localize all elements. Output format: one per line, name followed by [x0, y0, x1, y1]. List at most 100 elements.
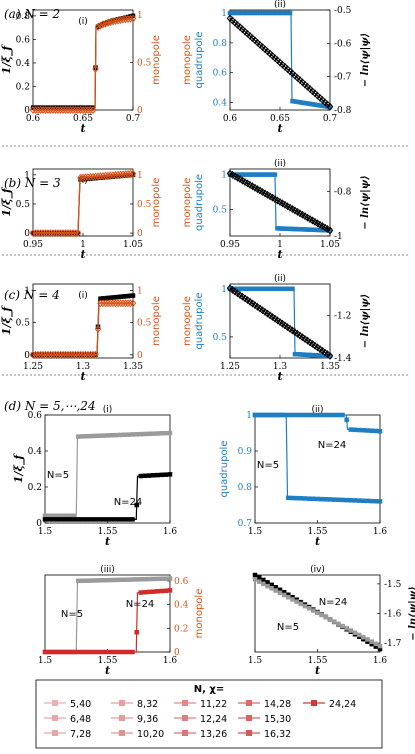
y-tick-label: 0.9: [238, 447, 253, 457]
data-point: [47, 350, 54, 359]
y-tick-label: 0.5: [213, 333, 228, 343]
data-point: [92, 433, 98, 439]
data-point: [134, 432, 139, 437]
data-point: [71, 517, 77, 522]
y-axis-label: quadrupole: [194, 292, 205, 349]
series-annotation: N=24: [318, 440, 347, 451]
data-point: [315, 610, 320, 616]
data-point: [331, 497, 337, 502]
data-point: [344, 417, 349, 423]
data-point: [107, 171, 114, 180]
x-axis-label: t: [105, 664, 110, 677]
y-tick-label: -1.6: [384, 610, 402, 620]
legend-entry-label: 12,24: [200, 714, 227, 725]
data-point: [94, 172, 102, 181]
data-point: [52, 106, 59, 114]
series: [226, 169, 334, 235]
data-point: [82, 350, 89, 359]
data-point: [92, 578, 98, 583]
data-point: [298, 496, 304, 501]
legend-title: N, χ=: [194, 684, 224, 695]
x-tick-label: 1.5: [248, 527, 263, 537]
data-point: [281, 592, 287, 598]
data-point: [96, 433, 102, 439]
y2-axis-label: monopole: [151, 296, 162, 346]
data-point: [256, 412, 262, 418]
sublabel: (ii): [274, 159, 286, 169]
data-point: [273, 588, 279, 593]
data-point: [155, 576, 160, 582]
data-point: [159, 588, 164, 594]
data-point: [229, 16, 236, 25]
data-point: [87, 172, 94, 181]
y-tick-label: 0.4: [213, 99, 228, 109]
data-point: [306, 412, 312, 418]
data-point: [290, 286, 295, 292]
data-point: [102, 299, 109, 308]
data-point: [373, 641, 379, 647]
chart-panel: 0.6 0.65 0.7 t 0.4 0.6 0.8 1 -0.5 -0.6 -0.7 -0.8 qua…: [182, 0, 371, 135]
data-point: [319, 612, 324, 618]
data-point: [77, 350, 84, 359]
series-annotation: N=5: [47, 470, 69, 481]
data-point: [142, 589, 148, 595]
y-tick-label: 1: [246, 411, 252, 421]
data-point: [88, 433, 94, 439]
data-point: [277, 412, 283, 418]
legend-marker: [182, 700, 188, 706]
data-point: [76, 517, 81, 522]
data-point: [319, 96, 326, 105]
y2-tick-label: 0: [137, 229, 143, 239]
data-point: [287, 10, 293, 16]
data-point: [163, 472, 169, 477]
data-point: [361, 498, 366, 504]
series: [226, 14, 334, 111]
data-point: [74, 106, 82, 114]
series-annotation: N=24: [126, 599, 155, 610]
y-tick-label: 0: [174, 648, 180, 658]
data-point: [52, 350, 59, 359]
data-point: [319, 412, 324, 418]
series-line: [229, 17, 331, 108]
data-point: [82, 106, 89, 114]
data-point: [289, 69, 296, 78]
data-point: [231, 18, 239, 27]
data-point: [269, 586, 274, 591]
x-axis-label: t: [105, 535, 110, 548]
y2-tick-label: 0.5: [137, 58, 152, 68]
data-point: [122, 15, 129, 24]
data-point: [326, 226, 334, 235]
data-point: [284, 65, 291, 74]
data-point: [101, 517, 106, 522]
data-point: [112, 299, 119, 308]
data-point: [306, 606, 312, 611]
data-point: [34, 229, 42, 238]
data-point: [286, 412, 291, 418]
y2-tick-label: 0: [137, 351, 143, 361]
data-point: [117, 649, 123, 655]
data-point: [42, 106, 49, 114]
sublabel: (i): [78, 17, 88, 27]
y2-tick-label: -0.8: [334, 187, 352, 197]
y2-tick-label: 0.5: [137, 200, 152, 210]
y-tick-label: 0: [24, 229, 30, 239]
data-point: [344, 497, 349, 503]
data-point: [138, 431, 144, 437]
data-point: [72, 350, 79, 359]
data-point: [127, 14, 134, 23]
data-point: [159, 431, 164, 436]
y-tick-label: 0.5: [16, 319, 31, 329]
data-point: [101, 433, 106, 438]
x-tick-label: 1.55: [307, 527, 327, 537]
y-tick-label: -1.7: [384, 639, 402, 649]
data-point: [344, 626, 349, 631]
y2-tick-label: -1.2: [334, 312, 351, 322]
data-point: [327, 497, 333, 502]
monopole-axis-label: monopole: [182, 178, 193, 228]
data-point: [119, 15, 127, 24]
data-point: [348, 427, 354, 432]
data-point: [254, 38, 261, 47]
data-point: [80, 517, 85, 522]
data-point: [138, 473, 144, 479]
